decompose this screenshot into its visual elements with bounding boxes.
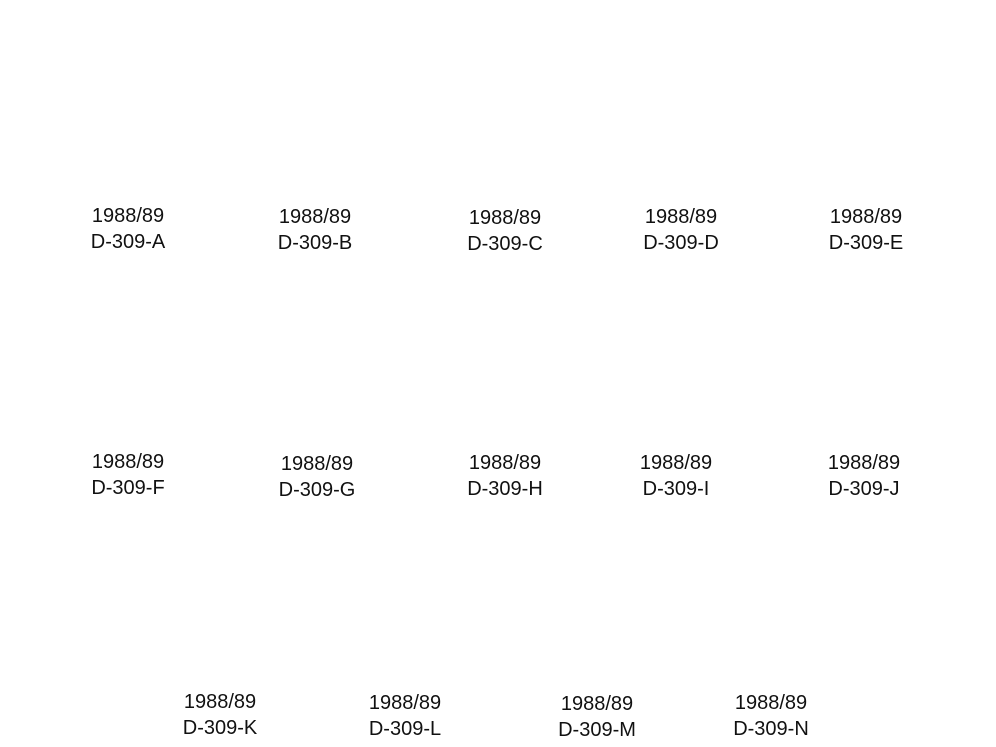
label-code: D-309-F	[91, 477, 165, 499]
label-code: D-309-D	[643, 232, 719, 254]
label-code: D-309-G	[278, 479, 356, 501]
specimen-label: 1988/89 D-309-L	[325, 690, 485, 742]
label-year: 1988/89	[829, 206, 903, 228]
specimen-label: 1988/89 D-309-K	[140, 689, 300, 741]
label-year: 1988/89	[368, 692, 442, 714]
label-year: 1988/89	[468, 452, 542, 474]
label-code: D-309-C	[467, 233, 543, 255]
label-code: D-309-K	[182, 717, 258, 739]
specimen-label: 1988/89 D-309-E	[786, 204, 946, 256]
label-code: D-309-L	[368, 718, 442, 740]
label-year: 1988/89	[639, 452, 713, 474]
label-year: 1988/89	[183, 691, 257, 713]
label-year: 1988/89	[91, 451, 165, 473]
specimen-label: 1988/89 D-309-B	[235, 204, 395, 256]
specimen-label: 1988/89 D-309-H	[425, 450, 585, 502]
label-code: D-309-I	[642, 478, 710, 500]
specimen-label: 1988/89 D-309-M	[517, 691, 677, 743]
label-year: 1988/89	[278, 206, 352, 228]
label-code: D-309-J	[828, 478, 900, 500]
specimen-label: 1988/89 D-309-J	[784, 450, 944, 502]
specimen-label: 1988/89 D-309-A	[48, 203, 208, 255]
label-year: 1988/89	[644, 206, 718, 228]
label-code: D-309-N	[733, 718, 809, 740]
label-code: D-309-A	[90, 231, 166, 253]
label-year: 1988/89	[280, 453, 354, 475]
specimen-label: 1988/89 D-309-G	[237, 451, 397, 503]
label-code: D-309-B	[277, 232, 353, 254]
specimen-label: 1988/89 D-309-F	[48, 449, 208, 501]
specimen-label: 1988/89 D-309-N	[691, 690, 851, 742]
specimen-label: 1988/89 D-309-I	[596, 450, 756, 502]
specimen-label: 1988/89 D-309-D	[601, 204, 761, 256]
label-code: D-309-M	[558, 719, 636, 741]
label-code: D-309-H	[467, 478, 543, 500]
specimen-label: 1988/89 D-309-C	[425, 205, 585, 257]
label-code: D-309-E	[828, 232, 904, 254]
label-year: 1988/89	[468, 207, 542, 229]
label-year: 1988/89	[560, 693, 634, 715]
label-year: 1988/89	[91, 205, 165, 227]
label-year: 1988/89	[734, 692, 808, 714]
label-year: 1988/89	[827, 452, 901, 474]
